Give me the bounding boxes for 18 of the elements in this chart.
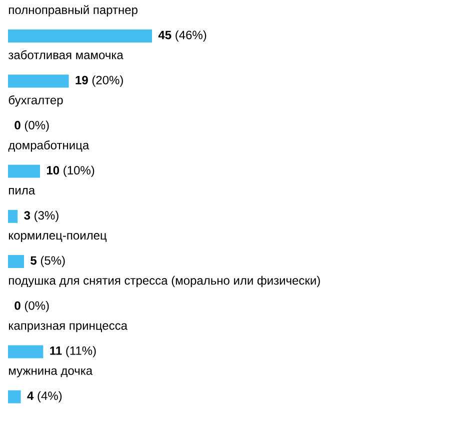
y-tick-label: капризная принцесса	[9, 323, 128, 332]
y-tick-label: мужнина дочка	[9, 368, 93, 378]
data-label: 3 (3%)	[24, 210, 58, 222]
data-label: 0 (0%)	[14, 301, 49, 312]
data-label: 45 (46%)	[158, 30, 206, 42]
y-tick-label: кормилец-поилец	[9, 233, 107, 242]
data-label: 4 (4%)	[27, 391, 62, 402]
y-tick-label: пила	[9, 188, 36, 195]
y-tick-label: заботливая мамочка	[8, 50, 124, 60]
y-tick-label: полноправный партнер	[9, 5, 138, 16]
y-tick-label: подушка для снятия стресса (морально или физически)	[9, 276, 320, 288]
data-label: 19 (20%)	[76, 76, 123, 87]
data-label: 0 (0%)	[14, 120, 49, 132]
y-tick-label: бухгалтер	[8, 95, 63, 107]
data-label: 5 (5%)	[30, 256, 65, 268]
data-label: 10 (10%)	[46, 166, 94, 177]
y-tick-label: домработница	[8, 140, 90, 152]
data-label: 11 (11%)	[50, 346, 96, 358]
